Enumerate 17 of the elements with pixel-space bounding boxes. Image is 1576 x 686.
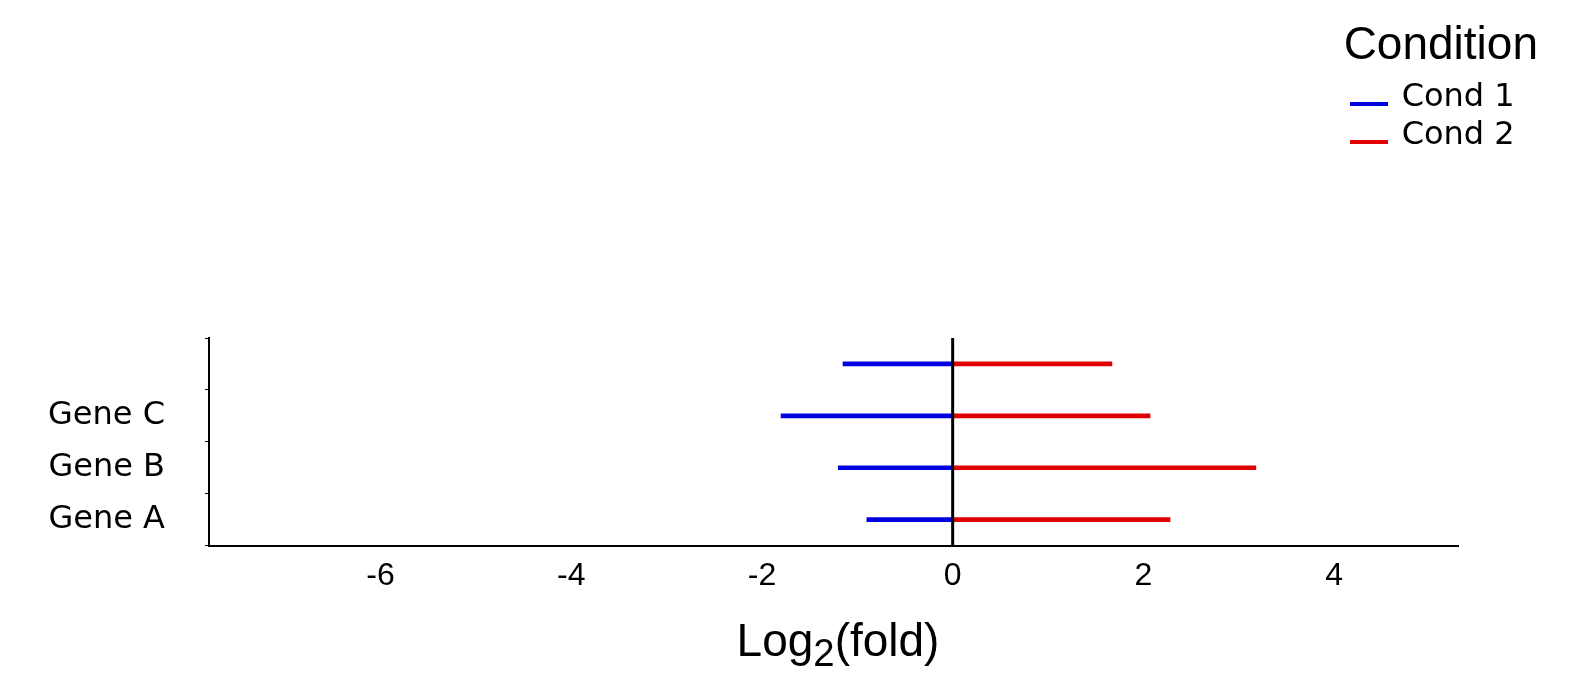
y-tick-label: Gene A [48,497,166,536]
x-tick-label: -2 [747,555,777,592]
y-tick-label: Gene B [48,446,165,485]
x-tick-label: 4 [1325,555,1343,592]
legend-title: Condition [1343,16,1538,70]
bar [952,517,1171,522]
bar [837,465,953,471]
x-tick-label: -4 [557,555,586,592]
x-axis-title: Log$_{2}$(fold) [735,613,941,676]
legend-label: Cond 1 [1401,76,1515,114]
y-tick-label: Gene C [48,394,165,433]
bar [952,465,1257,471]
legend-label: Cond 2 [1401,114,1515,152]
x-tick-label: 2 [1134,555,1153,592]
x-tick-label: -6 [366,555,395,592]
bar [866,517,953,522]
x-tick-label: 0 [943,555,962,592]
